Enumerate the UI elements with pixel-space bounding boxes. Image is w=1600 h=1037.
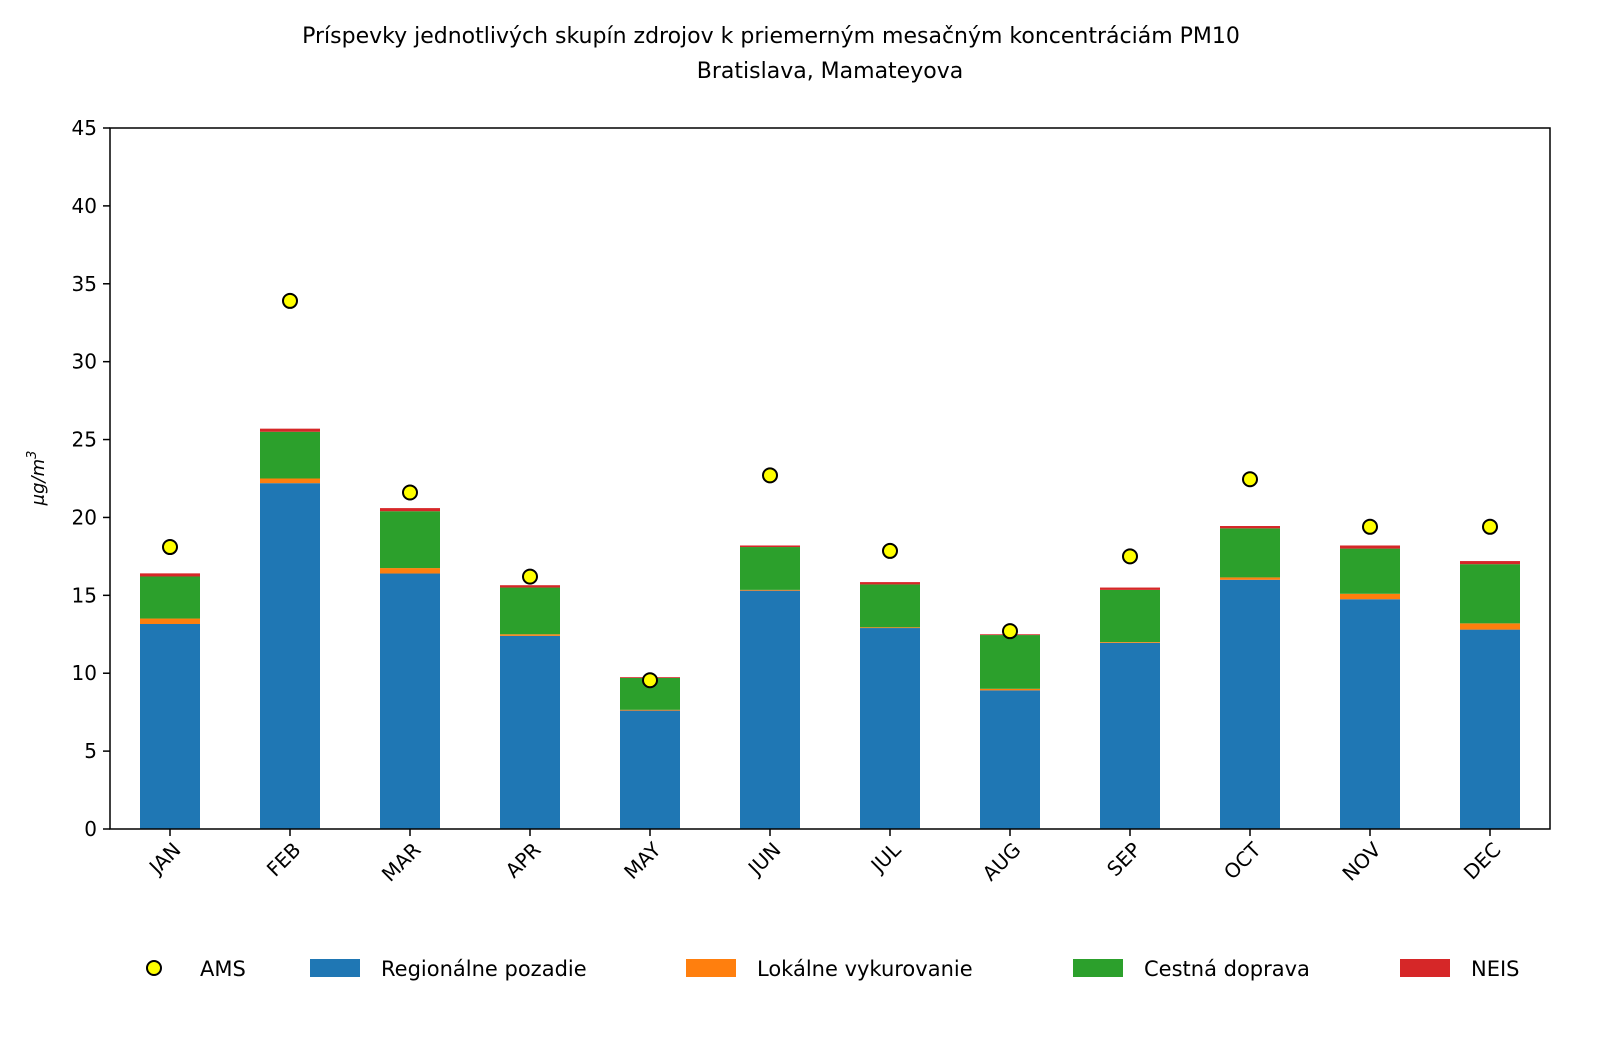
bar-lokálne-vykurovanie-mar — [380, 568, 440, 574]
bar-regionálne-pozadie-may — [620, 710, 680, 829]
bar-lokálne-vykurovanie-may — [620, 709, 680, 711]
bar-neis-oct — [1220, 526, 1280, 529]
bar-cestná-doprava-jul — [860, 584, 920, 628]
ams-marker-jun — [762, 467, 778, 484]
x-tick-label: JUN — [742, 838, 785, 881]
bar-lokálne-vykurovanie-nov — [1340, 593, 1400, 600]
y-tick-label: 20 — [72, 505, 97, 529]
bar-regionálne-pozadie-dec — [1460, 629, 1520, 829]
legend-label: Regionálne pozadie — [381, 957, 587, 981]
bar-lokálne-vykurovanie-feb — [260, 478, 320, 484]
legend-label: NEIS — [1471, 957, 1520, 981]
ams-marker-jan — [162, 539, 178, 556]
x-tick-label: MAY — [619, 837, 666, 884]
bar-lokálne-vykurovanie-dec — [1460, 623, 1520, 630]
y-tick-label: 30 — [72, 350, 97, 374]
bar-neis-mar — [380, 508, 440, 512]
y-tick-label: 35 — [72, 272, 97, 296]
legend-swatch — [1073, 959, 1123, 977]
x-tick-label: JAN — [143, 838, 186, 881]
x-tick-label: OCT — [1219, 837, 1266, 884]
legend-label: Lokálne vykurovanie — [757, 957, 973, 981]
x-tick-label: MAR — [377, 837, 426, 886]
legend: AMS Regionálne pozadie Lokálne vykurovanie… — [146, 957, 1520, 981]
bar-neis-jan — [140, 573, 200, 577]
bar-neis-nov — [1340, 545, 1400, 549]
bar-regionálne-pozadie-apr — [500, 635, 560, 829]
ams-marker-feb — [282, 292, 298, 309]
bar-regionálne-pozadie-feb — [260, 483, 320, 829]
ams-marker-nov — [1362, 518, 1378, 535]
bar-cestná-doprava-jan — [140, 576, 200, 619]
bar-neis-jun — [740, 545, 800, 548]
y-tick-label: 45 — [72, 116, 97, 140]
bar-cestná-doprava-mar — [380, 511, 440, 569]
bar-neis-apr — [500, 585, 560, 588]
x-tick-label: SEP — [1102, 838, 1145, 881]
x-tick-label: JUL — [865, 837, 906, 878]
bar-cestná-doprava-sep — [1100, 589, 1160, 643]
ams-marker-mar — [402, 484, 418, 501]
ams-marker-oct — [1242, 471, 1258, 488]
chart-subtitle: Bratislava, Mamateyova — [697, 59, 963, 84]
legend-swatch — [310, 959, 360, 977]
x-tick-label: DEC — [1459, 838, 1506, 885]
bar-cestná-doprava-oct — [1220, 528, 1280, 578]
bar-regionálne-pozadie-mar — [380, 573, 440, 829]
y-tick-label: 40 — [72, 194, 97, 218]
y-tick-label: 10 — [72, 661, 97, 685]
y-tick-label: 25 — [72, 428, 97, 452]
bar-lokálne-vykurovanie-jun — [740, 589, 800, 591]
bar-cestná-doprava-nov — [1340, 548, 1400, 594]
bar-regionálne-pozadie-jun — [740, 590, 800, 829]
bar-lokálne-vykurovanie-sep — [1100, 642, 1160, 643]
bar-regionálne-pozadie-nov — [1340, 599, 1400, 829]
bar-lokálne-vykurovanie-apr — [500, 634, 560, 636]
bar-cestná-doprava-aug — [980, 635, 1040, 689]
y-tick-label: 15 — [72, 583, 97, 607]
x-tick-label: APR — [501, 837, 546, 882]
bar-cestná-doprava-feb — [260, 431, 320, 479]
bar-cestná-doprava-apr — [500, 587, 560, 635]
ams-marker-apr — [522, 568, 538, 585]
legend-swatch — [1400, 959, 1450, 977]
bar-regionálne-pozadie-sep — [1100, 642, 1160, 829]
bar-cestná-doprava-jun — [740, 547, 800, 590]
y-axis-label: μg/m3 — [25, 451, 49, 507]
x-tick-label: AUG — [978, 838, 1026, 886]
legend-label: AMS — [200, 957, 246, 981]
ams-marker-sep — [1122, 548, 1138, 565]
ams-marker-dec — [1482, 518, 1498, 535]
bar-regionálne-pozadie-aug — [980, 690, 1040, 829]
bar-regionálne-pozadie-oct — [1220, 579, 1280, 829]
x-tick-label: NOV — [1337, 837, 1385, 885]
bar-cestná-doprava-dec — [1460, 564, 1520, 624]
bar-lokálne-vykurovanie-jul — [860, 627, 920, 629]
chart-title: Príspevky jednotlivých skupín zdrojov k … — [302, 24, 1240, 49]
bar-lokálne-vykurovanie-jan — [140, 618, 200, 624]
x-tick-label: FEB — [262, 838, 306, 882]
bar-lokálne-vykurovanie-oct — [1220, 577, 1280, 580]
ams-marker-may — [642, 672, 658, 689]
y-tick-label: 5 — [84, 739, 97, 763]
bar-neis-sep — [1100, 587, 1160, 590]
ams-marker-jul — [882, 542, 898, 559]
bar-neis-jul — [860, 582, 920, 585]
legend-swatch — [686, 959, 736, 977]
y-tick-label: 0 — [84, 817, 97, 841]
bar-neis-feb — [260, 428, 320, 432]
legend-ams-marker — [146, 960, 162, 976]
bar-regionálne-pozadie-jan — [140, 623, 200, 829]
bar-neis-dec — [1460, 561, 1520, 565]
plot-frame — [109, 127, 1551, 830]
bar-regionálne-pozadie-jul — [860, 628, 920, 829]
legend-label: Cestná doprava — [1144, 957, 1310, 981]
ams-marker-aug — [1002, 623, 1018, 640]
bar-lokálne-vykurovanie-aug — [980, 688, 1040, 691]
